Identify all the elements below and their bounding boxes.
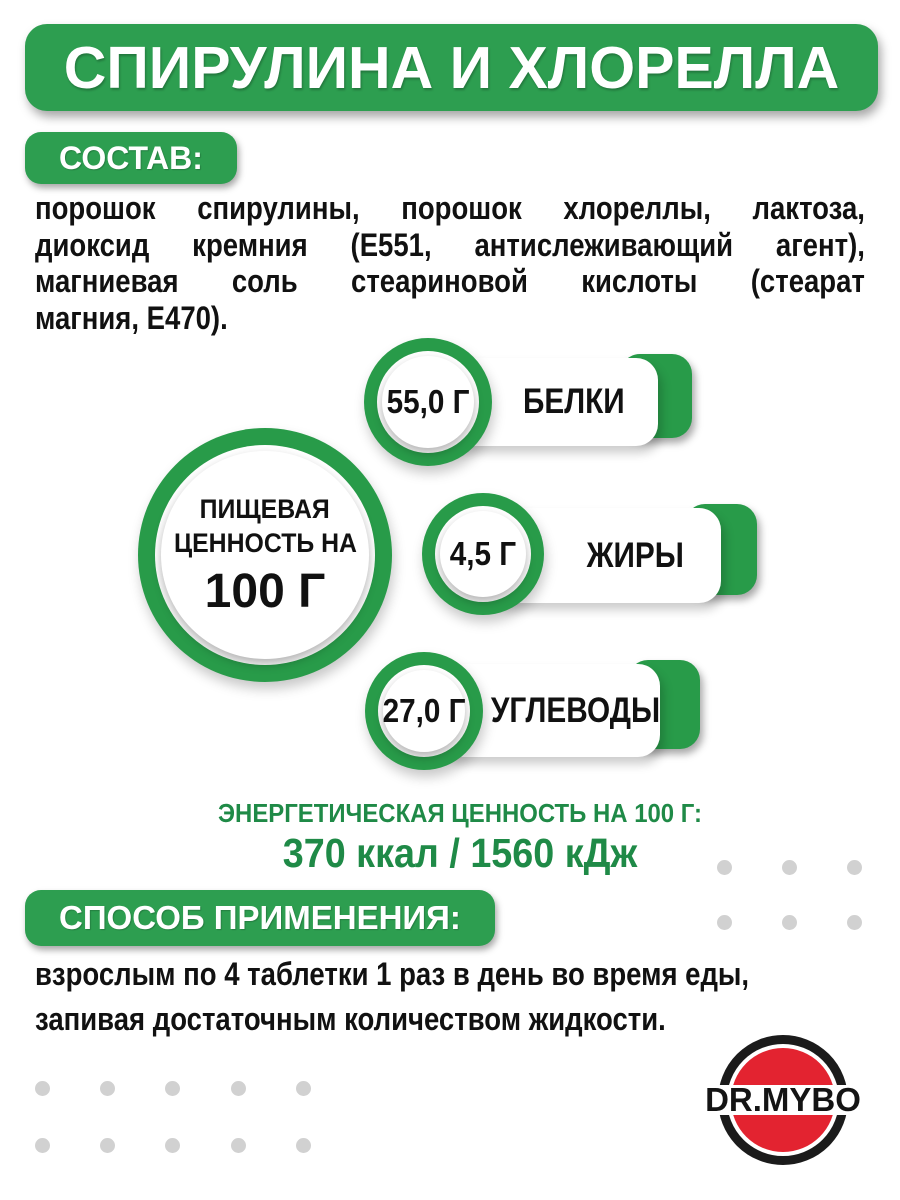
decor-dot <box>782 860 797 875</box>
decor-dot <box>717 860 732 875</box>
brand-logo: DR.MYBO <box>705 1035 861 1167</box>
energy-value: 370 ккал / 1560 кДж <box>282 830 638 876</box>
composition-line: порошок спирулины, порошок хлореллы, лак… <box>35 190 865 226</box>
page-title: СПИРУЛИНА И ХЛОРЕЛЛА <box>63 34 840 101</box>
usage-text: взрослым по 4 таблетки 1 раз в день во в… <box>35 952 882 1042</box>
protein-label: БЕЛКИ <box>523 382 625 421</box>
composition-line: магния, Е470). <box>35 299 228 336</box>
title-banner: СПИРУЛИНА И ХЛОРЕЛЛА <box>25 24 878 111</box>
composition-line: магниевая соль стеариновой кислоты (стеа… <box>35 263 865 299</box>
composition-line: диоксид кремния (Е551, антислеживающий а… <box>35 226 865 263</box>
composition-text: порошок спирулины, порошок хлореллы, лак… <box>35 190 865 336</box>
usage-line: взрослым по 4 таблетки 1 раз в день во в… <box>35 956 750 992</box>
energy-block: ЭНЕРГЕТИЧЕСКАЯ ЦЕННОСТЬ НА 100 Г: 370 кк… <box>25 798 895 877</box>
nutrition-center-line2: ЦЕННОСТЬ НА <box>173 527 357 558</box>
logo-stripe: DR.MYBO <box>705 1081 861 1118</box>
fat-value-circle: 4,5 Г <box>422 493 544 615</box>
fat-value: 4,5 Г <box>449 535 517 572</box>
fat-circle-disc: 4,5 Г <box>440 511 526 597</box>
protein-value: 55,0 Г <box>386 383 470 420</box>
nutrition-center-circle-disc: ПИЩЕВАЯ ЦЕННОСТЬ НА 100 Г <box>161 451 369 659</box>
decor-dot <box>296 1081 311 1096</box>
decor-dot <box>35 1138 50 1153</box>
decor-dot <box>296 1138 311 1153</box>
carbs-value-circle: 27,0 Г <box>365 652 483 770</box>
usage-line: запивая достаточным количеством жидкости… <box>35 1001 666 1037</box>
nutrition-center-value: 100 Г <box>204 564 326 618</box>
decor-dot <box>847 915 862 930</box>
decor-dot <box>100 1138 115 1153</box>
carbs-label: УГЛЕВОДЫ <box>490 690 660 730</box>
energy-label: ЭНЕРГЕТИЧЕСКАЯ ЦЕННОСТЬ НА 100 Г: <box>218 798 702 828</box>
usage-section-label: СПОСОБ ПРИМЕНЕНИЯ: <box>25 890 495 946</box>
decor-dot <box>231 1081 246 1096</box>
composition-section-label: СОСТАВ: <box>25 132 237 184</box>
decor-dot <box>847 860 862 875</box>
nutrition-center-line1: ПИЩЕВАЯ <box>199 493 331 524</box>
decor-dot <box>35 1081 50 1096</box>
protein-circle-disc: 55,0 Г <box>382 356 474 448</box>
decor-dot <box>100 1081 115 1096</box>
carbs-value: 27,0 Г <box>382 692 466 729</box>
decor-dot <box>165 1081 180 1096</box>
decor-dot <box>165 1138 180 1153</box>
protein-value-circle: 55,0 Г <box>364 338 492 466</box>
brand-name: DR.MYBO <box>705 1081 861 1118</box>
fat-label: ЖИРЫ <box>586 535 684 575</box>
decor-dot <box>717 915 732 930</box>
decor-dot <box>782 915 797 930</box>
nutrition-center-circle: ПИЩЕВАЯ ЦЕННОСТЬ НА 100 Г <box>138 428 392 682</box>
decor-dot <box>231 1138 246 1153</box>
carbs-circle-disc: 27,0 Г <box>383 670 465 752</box>
